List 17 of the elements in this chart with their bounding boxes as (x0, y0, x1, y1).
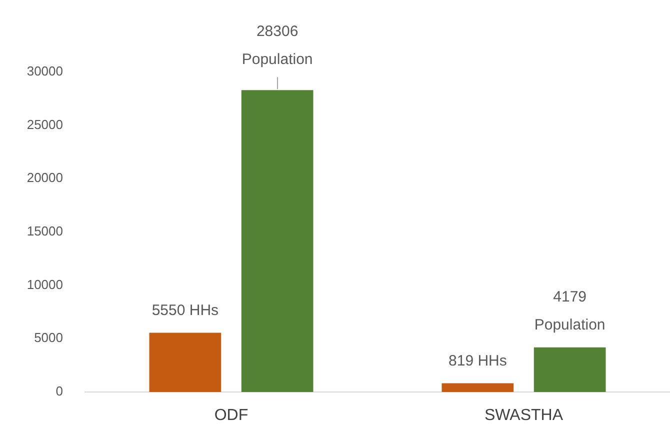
data-label: 28306 Population (242, 23, 313, 68)
bar (442, 383, 514, 392)
y-tick-label: 0 (56, 384, 63, 399)
data-label: 4179 Population (534, 288, 606, 334)
y-tick-label: 25000 (26, 116, 63, 132)
y-tick-label: 30000 (26, 64, 63, 79)
data-label: 5550 HHs (152, 302, 219, 319)
data-label: 819 HHs (448, 352, 507, 370)
y-tick-label: 15000 (26, 224, 63, 239)
y-tick-label: 5000 (34, 330, 63, 346)
bar (534, 347, 606, 392)
y-tick-label: 20000 (26, 170, 63, 186)
bar (241, 90, 314, 392)
y-tick-label: 10000 (26, 276, 63, 292)
x-tick-label: SWASTHA (484, 407, 564, 424)
bar (149, 332, 222, 392)
x-tick-label: ODF (214, 407, 248, 424)
